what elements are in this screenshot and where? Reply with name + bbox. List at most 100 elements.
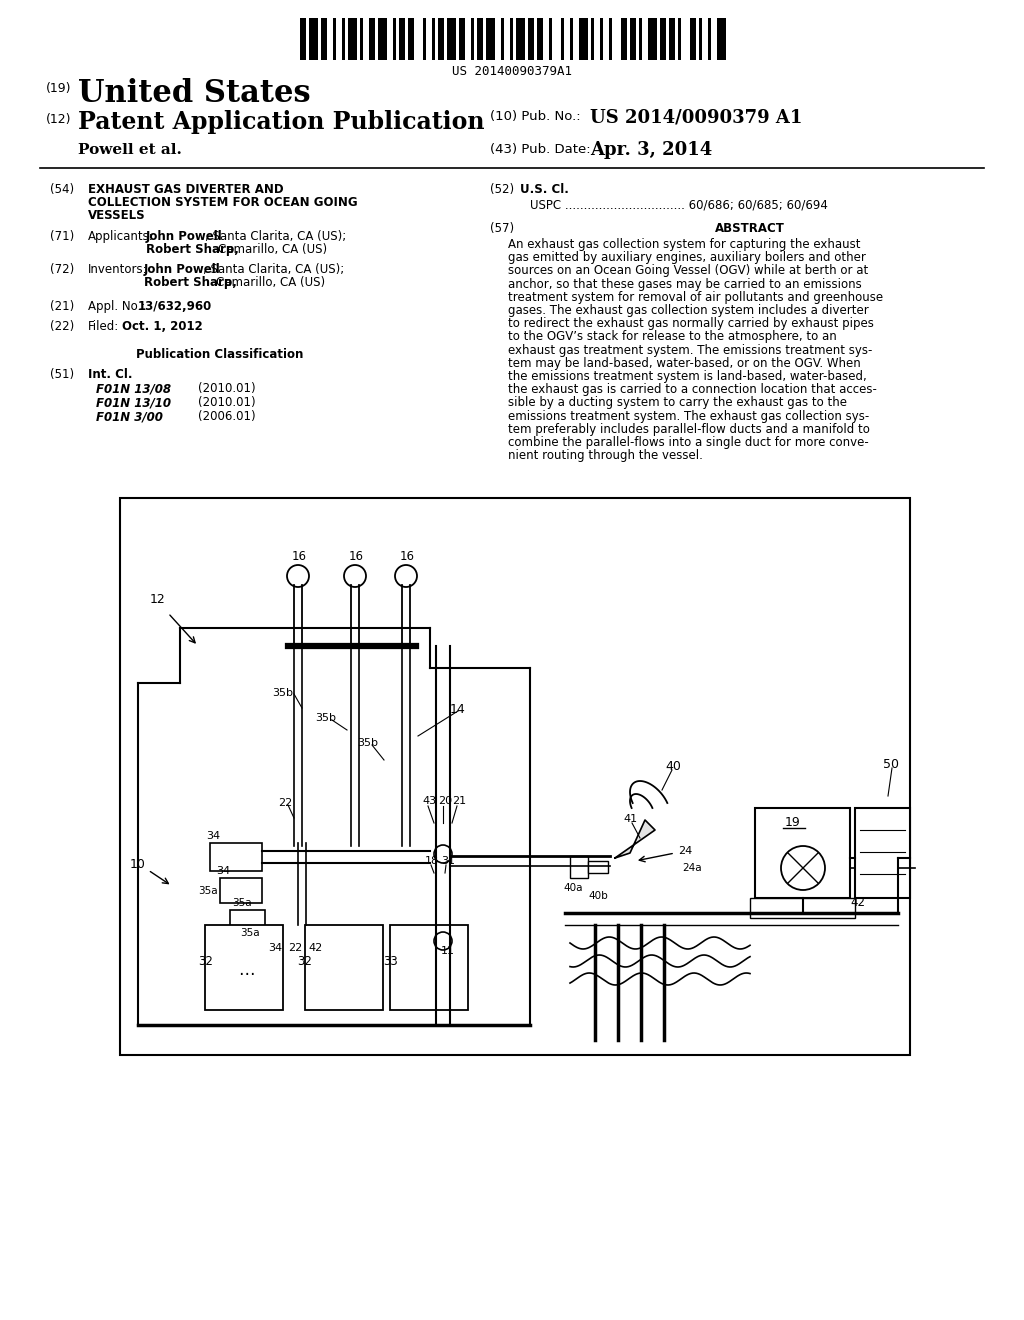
Text: 33: 33 <box>383 954 397 968</box>
Text: (54): (54) <box>50 183 74 195</box>
Text: 35b: 35b <box>315 713 336 723</box>
Bar <box>321 18 327 59</box>
Bar <box>755 808 850 898</box>
Text: Camarillo, CA (US): Camarillo, CA (US) <box>216 276 326 289</box>
Bar <box>408 18 414 59</box>
Text: (51): (51) <box>50 368 74 381</box>
Text: Applicants:: Applicants: <box>88 230 154 243</box>
Text: EXHAUST GAS DIVERTER AND: EXHAUST GAS DIVERTER AND <box>88 183 284 195</box>
Text: 50: 50 <box>883 758 899 771</box>
Bar <box>528 18 534 59</box>
Bar <box>639 18 642 59</box>
Bar <box>621 18 627 59</box>
Text: (10) Pub. No.:: (10) Pub. No.: <box>490 110 581 123</box>
Bar <box>579 18 588 59</box>
Text: 13/632,960: 13/632,960 <box>138 300 212 313</box>
Text: (52): (52) <box>490 183 514 195</box>
Bar <box>230 909 265 932</box>
Bar <box>678 18 681 59</box>
Text: to the OGV’s stack for release to the atmosphere, to an: to the OGV’s stack for release to the at… <box>508 330 837 343</box>
Text: 35b: 35b <box>272 688 293 698</box>
Text: 12: 12 <box>150 593 166 606</box>
Text: 34: 34 <box>268 942 283 953</box>
Text: anchor, so that these gases may be carried to an emissions: anchor, so that these gases may be carri… <box>508 277 862 290</box>
Bar <box>537 18 543 59</box>
Text: (19): (19) <box>46 82 72 95</box>
Text: 31: 31 <box>441 855 455 866</box>
Text: Apr. 3, 2014: Apr. 3, 2014 <box>590 141 713 158</box>
Bar <box>660 18 666 59</box>
Text: Camarillo, CA (US): Camarillo, CA (US) <box>218 243 327 256</box>
Text: 35a: 35a <box>240 928 260 939</box>
Text: emissions treatment system. The exhaust gas collection sys-: emissions treatment system. The exhaust … <box>508 409 869 422</box>
Bar <box>717 18 726 59</box>
Text: (71): (71) <box>50 230 75 243</box>
Text: (21): (21) <box>50 300 75 313</box>
Text: (72): (72) <box>50 263 75 276</box>
Bar <box>205 925 283 1010</box>
Text: treatment system for removal of air pollutants and greenhouse: treatment system for removal of air poll… <box>508 290 883 304</box>
Text: John Powell: John Powell <box>146 230 223 243</box>
Bar <box>399 18 406 59</box>
Bar <box>369 18 375 59</box>
Text: tem may be land-based, water-based, or on the OGV. When: tem may be land-based, water-based, or o… <box>508 356 861 370</box>
Text: to redirect the exhaust gas normally carried by exhaust pipes: to redirect the exhaust gas normally car… <box>508 317 873 330</box>
Text: 21: 21 <box>452 796 466 807</box>
Text: 22: 22 <box>278 799 292 808</box>
Text: 24a: 24a <box>682 863 701 873</box>
Bar <box>432 18 435 59</box>
Bar <box>669 18 675 59</box>
Bar <box>378 18 387 59</box>
Text: gas emitted by auxiliary engines, auxiliary boilers and other: gas emitted by auxiliary engines, auxili… <box>508 251 866 264</box>
Text: Appl. No.:: Appl. No.: <box>88 300 145 313</box>
Bar <box>591 18 594 59</box>
Bar <box>486 18 495 59</box>
Bar <box>630 18 636 59</box>
Text: VESSELS: VESSELS <box>88 209 145 222</box>
Text: 16: 16 <box>349 550 364 564</box>
Bar <box>561 18 564 59</box>
Text: (57): (57) <box>490 222 514 235</box>
Text: sible by a ducting system to carry the exhaust gas to the: sible by a ducting system to carry the e… <box>508 396 847 409</box>
Text: 11: 11 <box>441 946 455 956</box>
Bar <box>501 18 504 59</box>
Text: Powell et al.: Powell et al. <box>78 143 182 157</box>
Text: 41: 41 <box>623 814 637 824</box>
Text: 32: 32 <box>297 954 312 968</box>
Text: An exhaust gas collection system for capturing the exhaust: An exhaust gas collection system for cap… <box>508 238 860 251</box>
Text: , Santa Clarita, CA (US);: , Santa Clarita, CA (US); <box>203 263 344 276</box>
Text: Publication Classification: Publication Classification <box>136 348 304 360</box>
Bar <box>342 18 345 59</box>
Bar <box>708 18 711 59</box>
Text: 35b: 35b <box>357 738 378 748</box>
Bar <box>120 498 910 1055</box>
Text: , Santa Clarita, CA (US);: , Santa Clarita, CA (US); <box>205 230 346 243</box>
Bar <box>300 18 306 59</box>
Bar <box>438 18 444 59</box>
Text: US 2014/0090379 A1: US 2014/0090379 A1 <box>590 108 803 125</box>
Bar <box>477 18 483 59</box>
Text: ⋯: ⋯ <box>238 965 254 983</box>
Text: 10: 10 <box>130 858 145 871</box>
Text: 19: 19 <box>785 816 801 829</box>
Bar <box>855 808 910 898</box>
Bar <box>360 18 362 59</box>
Bar <box>750 898 855 917</box>
Text: the emissions treatment system is land-based, water-based,: the emissions treatment system is land-b… <box>508 370 866 383</box>
Bar <box>390 925 468 1010</box>
Bar <box>699 18 702 59</box>
Text: United States: United States <box>78 78 310 110</box>
Bar <box>690 18 696 59</box>
Bar <box>393 18 396 59</box>
Text: 16: 16 <box>400 550 415 564</box>
Bar <box>570 18 573 59</box>
Text: gases. The exhaust gas collection system includes a diverter: gases. The exhaust gas collection system… <box>508 304 868 317</box>
Text: 40a: 40a <box>563 883 583 894</box>
Text: 42: 42 <box>850 896 865 909</box>
Bar <box>588 861 608 873</box>
Bar <box>549 18 552 59</box>
Text: 32: 32 <box>198 954 213 968</box>
Text: sources on an Ocean Going Vessel (OGV) while at berth or at: sources on an Ocean Going Vessel (OGV) w… <box>508 264 868 277</box>
Text: 34: 34 <box>216 866 230 876</box>
Text: 34: 34 <box>206 832 220 841</box>
